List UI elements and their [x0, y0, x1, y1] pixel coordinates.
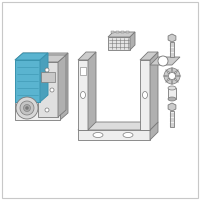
- Polygon shape: [168, 103, 176, 111]
- Polygon shape: [166, 70, 170, 74]
- Bar: [126, 31, 129, 33]
- Circle shape: [20, 101, 34, 115]
- Ellipse shape: [93, 132, 103, 138]
- Bar: [111, 31, 114, 33]
- Ellipse shape: [168, 86, 176, 90]
- Circle shape: [16, 97, 38, 119]
- Polygon shape: [78, 60, 88, 130]
- Polygon shape: [170, 42, 174, 57]
- Circle shape: [164, 68, 180, 84]
- Polygon shape: [88, 52, 96, 130]
- Bar: [41, 72, 55, 82]
- Polygon shape: [58, 55, 66, 117]
- Polygon shape: [150, 57, 180, 65]
- Circle shape: [158, 56, 168, 66]
- Bar: [121, 31, 124, 33]
- Ellipse shape: [80, 92, 86, 98]
- Polygon shape: [108, 37, 130, 50]
- Polygon shape: [170, 111, 174, 127]
- Polygon shape: [38, 55, 66, 62]
- Polygon shape: [150, 122, 158, 140]
- Polygon shape: [15, 53, 48, 60]
- Circle shape: [50, 88, 54, 92]
- Polygon shape: [171, 80, 173, 85]
- Polygon shape: [38, 62, 58, 117]
- Polygon shape: [130, 32, 135, 50]
- Bar: [116, 31, 119, 33]
- Polygon shape: [15, 60, 40, 102]
- Polygon shape: [150, 52, 158, 130]
- Circle shape: [45, 68, 49, 72]
- Polygon shape: [168, 88, 176, 99]
- Polygon shape: [78, 122, 158, 130]
- Circle shape: [168, 72, 176, 79]
- Ellipse shape: [123, 132, 133, 138]
- Polygon shape: [168, 34, 176, 42]
- Circle shape: [24, 104, 30, 112]
- Polygon shape: [171, 67, 173, 72]
- Polygon shape: [174, 78, 178, 82]
- Polygon shape: [166, 78, 170, 82]
- Polygon shape: [163, 75, 168, 77]
- Polygon shape: [78, 52, 96, 60]
- Ellipse shape: [142, 92, 148, 98]
- Ellipse shape: [168, 97, 176, 101]
- Polygon shape: [40, 53, 48, 102]
- Polygon shape: [60, 53, 68, 120]
- Bar: [80, 67, 86, 75]
- Polygon shape: [140, 60, 150, 130]
- Polygon shape: [15, 53, 68, 60]
- Polygon shape: [176, 75, 181, 77]
- Circle shape: [26, 106, 29, 110]
- Circle shape: [45, 108, 49, 112]
- Polygon shape: [140, 52, 158, 60]
- Polygon shape: [108, 32, 135, 37]
- Polygon shape: [78, 130, 150, 140]
- Polygon shape: [15, 60, 60, 120]
- Polygon shape: [174, 70, 178, 74]
